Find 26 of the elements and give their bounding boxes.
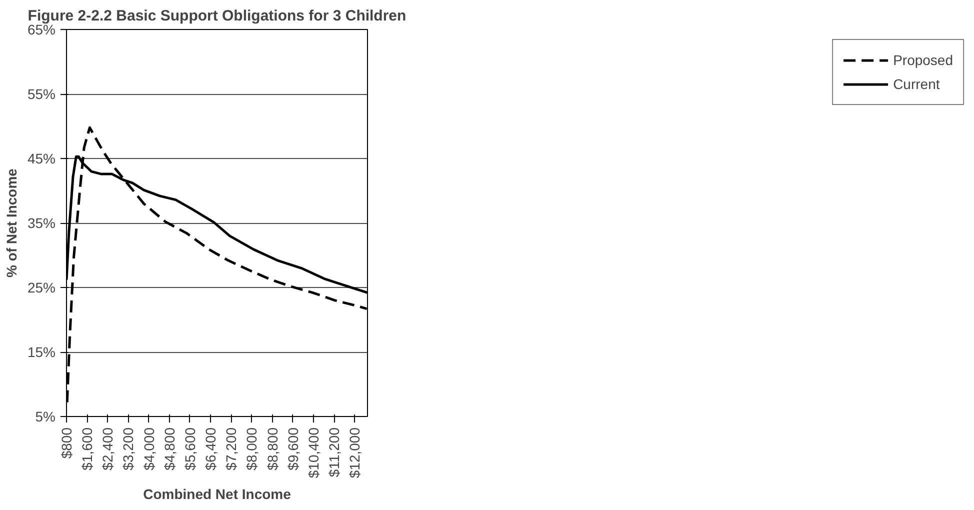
x-tick-label: $4,000 bbox=[140, 427, 157, 470]
x-axis-title: Combined Net Income bbox=[143, 486, 292, 502]
chart-title: Figure 2-2.2 Basic Support Obligations for 3 Children bbox=[28, 8, 406, 24]
x-tick-label: $12,000 bbox=[346, 427, 363, 478]
x-tick-label: $8,000 bbox=[244, 427, 260, 470]
x-tick-label: $4,800 bbox=[161, 427, 178, 470]
x-tick-label: $9,600 bbox=[284, 427, 301, 470]
y-tick-label: 15% bbox=[27, 344, 56, 360]
y-tick-label: 45% bbox=[27, 150, 56, 166]
y-tick-label: 35% bbox=[27, 215, 56, 231]
x-tick-label: $11,200 bbox=[326, 427, 342, 478]
legend-label: Proposed bbox=[893, 52, 953, 68]
x-tick-label: $10,400 bbox=[305, 427, 322, 478]
legend-label: Current bbox=[893, 76, 940, 92]
x-tick-label: $5,600 bbox=[182, 427, 198, 470]
x-tick-label: $2,400 bbox=[100, 427, 116, 470]
y-tick-label: 5% bbox=[35, 408, 56, 424]
y-axis-title: % of Net Income bbox=[3, 168, 20, 278]
x-tick-label: $8,800 bbox=[264, 427, 280, 470]
x-tick-label: $1,600 bbox=[79, 427, 96, 470]
x-tick-label: $800 bbox=[58, 427, 74, 459]
x-tick-label: $6,400 bbox=[202, 427, 219, 470]
x-tick-label: $7,200 bbox=[223, 427, 240, 470]
x-tick-label: $3,200 bbox=[120, 427, 136, 470]
y-tick-label: 55% bbox=[27, 86, 56, 102]
y-tick-label: 25% bbox=[27, 280, 56, 296]
